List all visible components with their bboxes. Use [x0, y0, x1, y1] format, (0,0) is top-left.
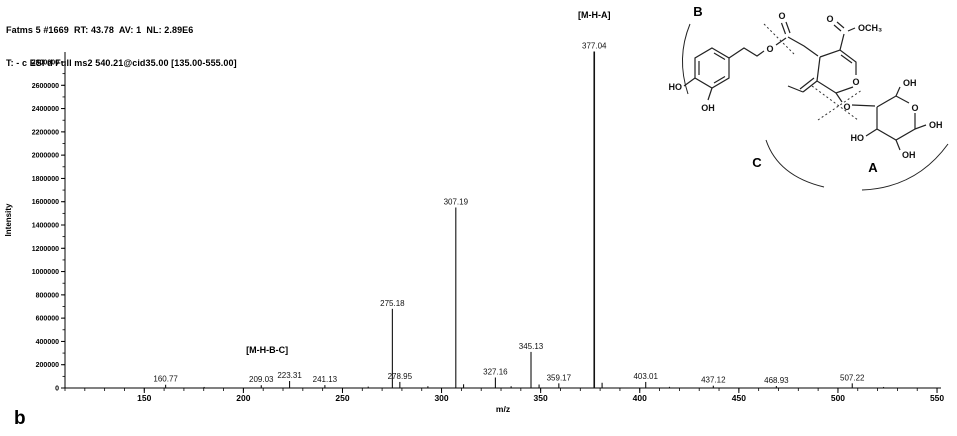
pyran-ring-upper [819, 49, 857, 75]
y-tick-label: 1000000 [32, 269, 59, 276]
y-tick-label: 1200000 [32, 246, 59, 253]
peak-label: 359.17 [547, 373, 572, 382]
catechol-oh-bond [707, 87, 713, 101]
fragmentation-lines [763, 23, 863, 121]
fragment-label-b: B [693, 4, 702, 19]
methyl-stub [787, 85, 804, 93]
y-tick-label: 0 [55, 386, 59, 393]
methylester-carbonyl-o-label: O [826, 14, 833, 24]
pyran-double-bond [840, 54, 853, 64]
glucose-ring-o-label: O [911, 103, 918, 113]
catechol-ho-label: HO [669, 82, 683, 92]
glucose-oh-top-label: OH [903, 78, 917, 88]
methylester-och3-label: OCH₃ [858, 23, 882, 33]
peak-label: 160.77 [153, 375, 178, 384]
x-tick-label: 400 [633, 393, 647, 403]
y-tick-label: 2400000 [32, 106, 59, 113]
y-tick-label: 2000000 [32, 153, 59, 160]
methylester-carbonyl-double-bond [833, 21, 845, 32]
bond-skeleton [683, 21, 927, 151]
ester-carbonyl-double-bond [780, 21, 791, 35]
pyran-ring-lower [816, 56, 854, 94]
x-tick-label: 300 [434, 393, 448, 403]
glucose-ho-bond [865, 128, 878, 137]
fragment-label-c: C [752, 155, 762, 170]
x-tick-label: 550 [930, 393, 944, 403]
x-tick-label: 450 [732, 393, 746, 403]
catechol-oh-label: OH [701, 103, 715, 113]
fragment-arc-a [861, 143, 949, 191]
methylester-och3-bond [847, 27, 856, 32]
x-tick-label: 350 [534, 393, 548, 403]
peak-label: 403.01 [633, 372, 658, 381]
y-axis-title: Intensity [4, 203, 13, 236]
y-tick-label: 400000 [36, 339, 59, 346]
fragment-label-a: A [868, 160, 878, 175]
catechol-ring [694, 47, 730, 89]
x-tick-label: 500 [831, 393, 845, 403]
fragment-annotation: [M-H-B-C] [246, 345, 288, 355]
peak-label: 209.03 [249, 375, 274, 384]
x-tick-label: 250 [335, 393, 349, 403]
panel-letter: b [14, 408, 26, 429]
y-tick-label: 2800000 [32, 60, 59, 67]
peak-label: 345.13 [519, 342, 544, 351]
catechol-double-bonds [698, 52, 726, 84]
methylester-bond [839, 33, 845, 51]
glucose-oh-bottom-bond [895, 139, 901, 151]
glycosidic-o-label: O [843, 102, 850, 112]
ethyl-chain [728, 47, 765, 59]
glycosidic-bond-1 [835, 92, 843, 103]
scan-header-line2: T: - c ESI d Full ms2 540.21@cid35.00 [1… [6, 58, 237, 68]
ester-o-label: O [766, 44, 773, 54]
y-tick-label: 200000 [36, 362, 59, 369]
y-tick-label: 1600000 [32, 199, 59, 206]
peak-label: 241.13 [313, 375, 338, 384]
glucose-oh-bottom-label: OH [902, 150, 916, 160]
x-axis-title: m/z [496, 404, 510, 414]
scan-header: Fatms 5 #1669 RT: 43.78 AV: 1 NL: 2.89E6… [6, 3, 237, 91]
x-tick-label: 200 [236, 393, 250, 403]
y-tick-label: 2200000 [32, 129, 59, 136]
glucose-ring-lower [876, 107, 916, 141]
fragment-arc-c [765, 139, 825, 188]
chemical-structure: HO OH O O O OCH₃ O O O OH OH OH HO B C A [669, 4, 949, 191]
glycosidic-bond-2 [851, 104, 876, 107]
catechol-ho-bond [683, 77, 696, 87]
peak-label: 278.95 [388, 372, 413, 381]
fragment-arcs [681, 23, 949, 191]
peak-label: 377.04 [582, 42, 607, 51]
glucose-oh-top-bond [895, 86, 901, 97]
peak-label: 275.18 [380, 299, 405, 308]
peak-label: 327.16 [483, 368, 508, 377]
glucose-oh-right-bond [914, 124, 927, 130]
peak-label: 307.19 [444, 198, 469, 207]
y-tick-label: 800000 [36, 292, 59, 299]
pyran-ring-o-label: O [852, 77, 859, 87]
fragment-letter-labels: B C A [693, 4, 878, 175]
y-tick-label: 600000 [36, 316, 59, 323]
fragment-annotation: [M-H-A] [578, 10, 610, 20]
ethylidene-double-bond [799, 77, 818, 93]
peak-label: 468.93 [764, 376, 789, 385]
peak-label: 507.22 [840, 373, 865, 382]
peak-label: 223.31 [277, 371, 302, 380]
y-tick-label: 1400000 [32, 223, 59, 230]
fragment-arc-b [681, 23, 691, 95]
glucose-ho-label: HO [851, 133, 865, 143]
scan-header-line1: Fatms 5 #1669 RT: 43.78 AV: 1 NL: 2.89E6 [6, 25, 194, 35]
x-tick-label: 150 [137, 393, 151, 403]
y-tick-label: 2600000 [32, 83, 59, 90]
peak-label: 437.12 [701, 376, 726, 385]
glucose-ring-upper [876, 95, 910, 108]
glucose-oh-right-label: OH [929, 120, 943, 130]
y-tick-label: 1800000 [32, 176, 59, 183]
ester-carbonyl-o-label: O [778, 11, 785, 21]
atom-labels: HO OH O O O OCH₃ O O O OH OH OH HO [669, 11, 943, 160]
cleavage-line-c [811, 85, 859, 121]
ester-to-ring-bond [787, 36, 819, 57]
